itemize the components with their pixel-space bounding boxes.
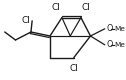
Text: Me: Me	[114, 26, 125, 32]
Text: Me: Me	[114, 42, 125, 48]
Text: O: O	[106, 24, 113, 33]
Text: O: O	[106, 40, 113, 49]
Text: Cl: Cl	[52, 3, 60, 12]
Text: Cl: Cl	[22, 16, 31, 25]
Text: Cl: Cl	[81, 3, 90, 12]
Text: Cl: Cl	[69, 64, 78, 73]
